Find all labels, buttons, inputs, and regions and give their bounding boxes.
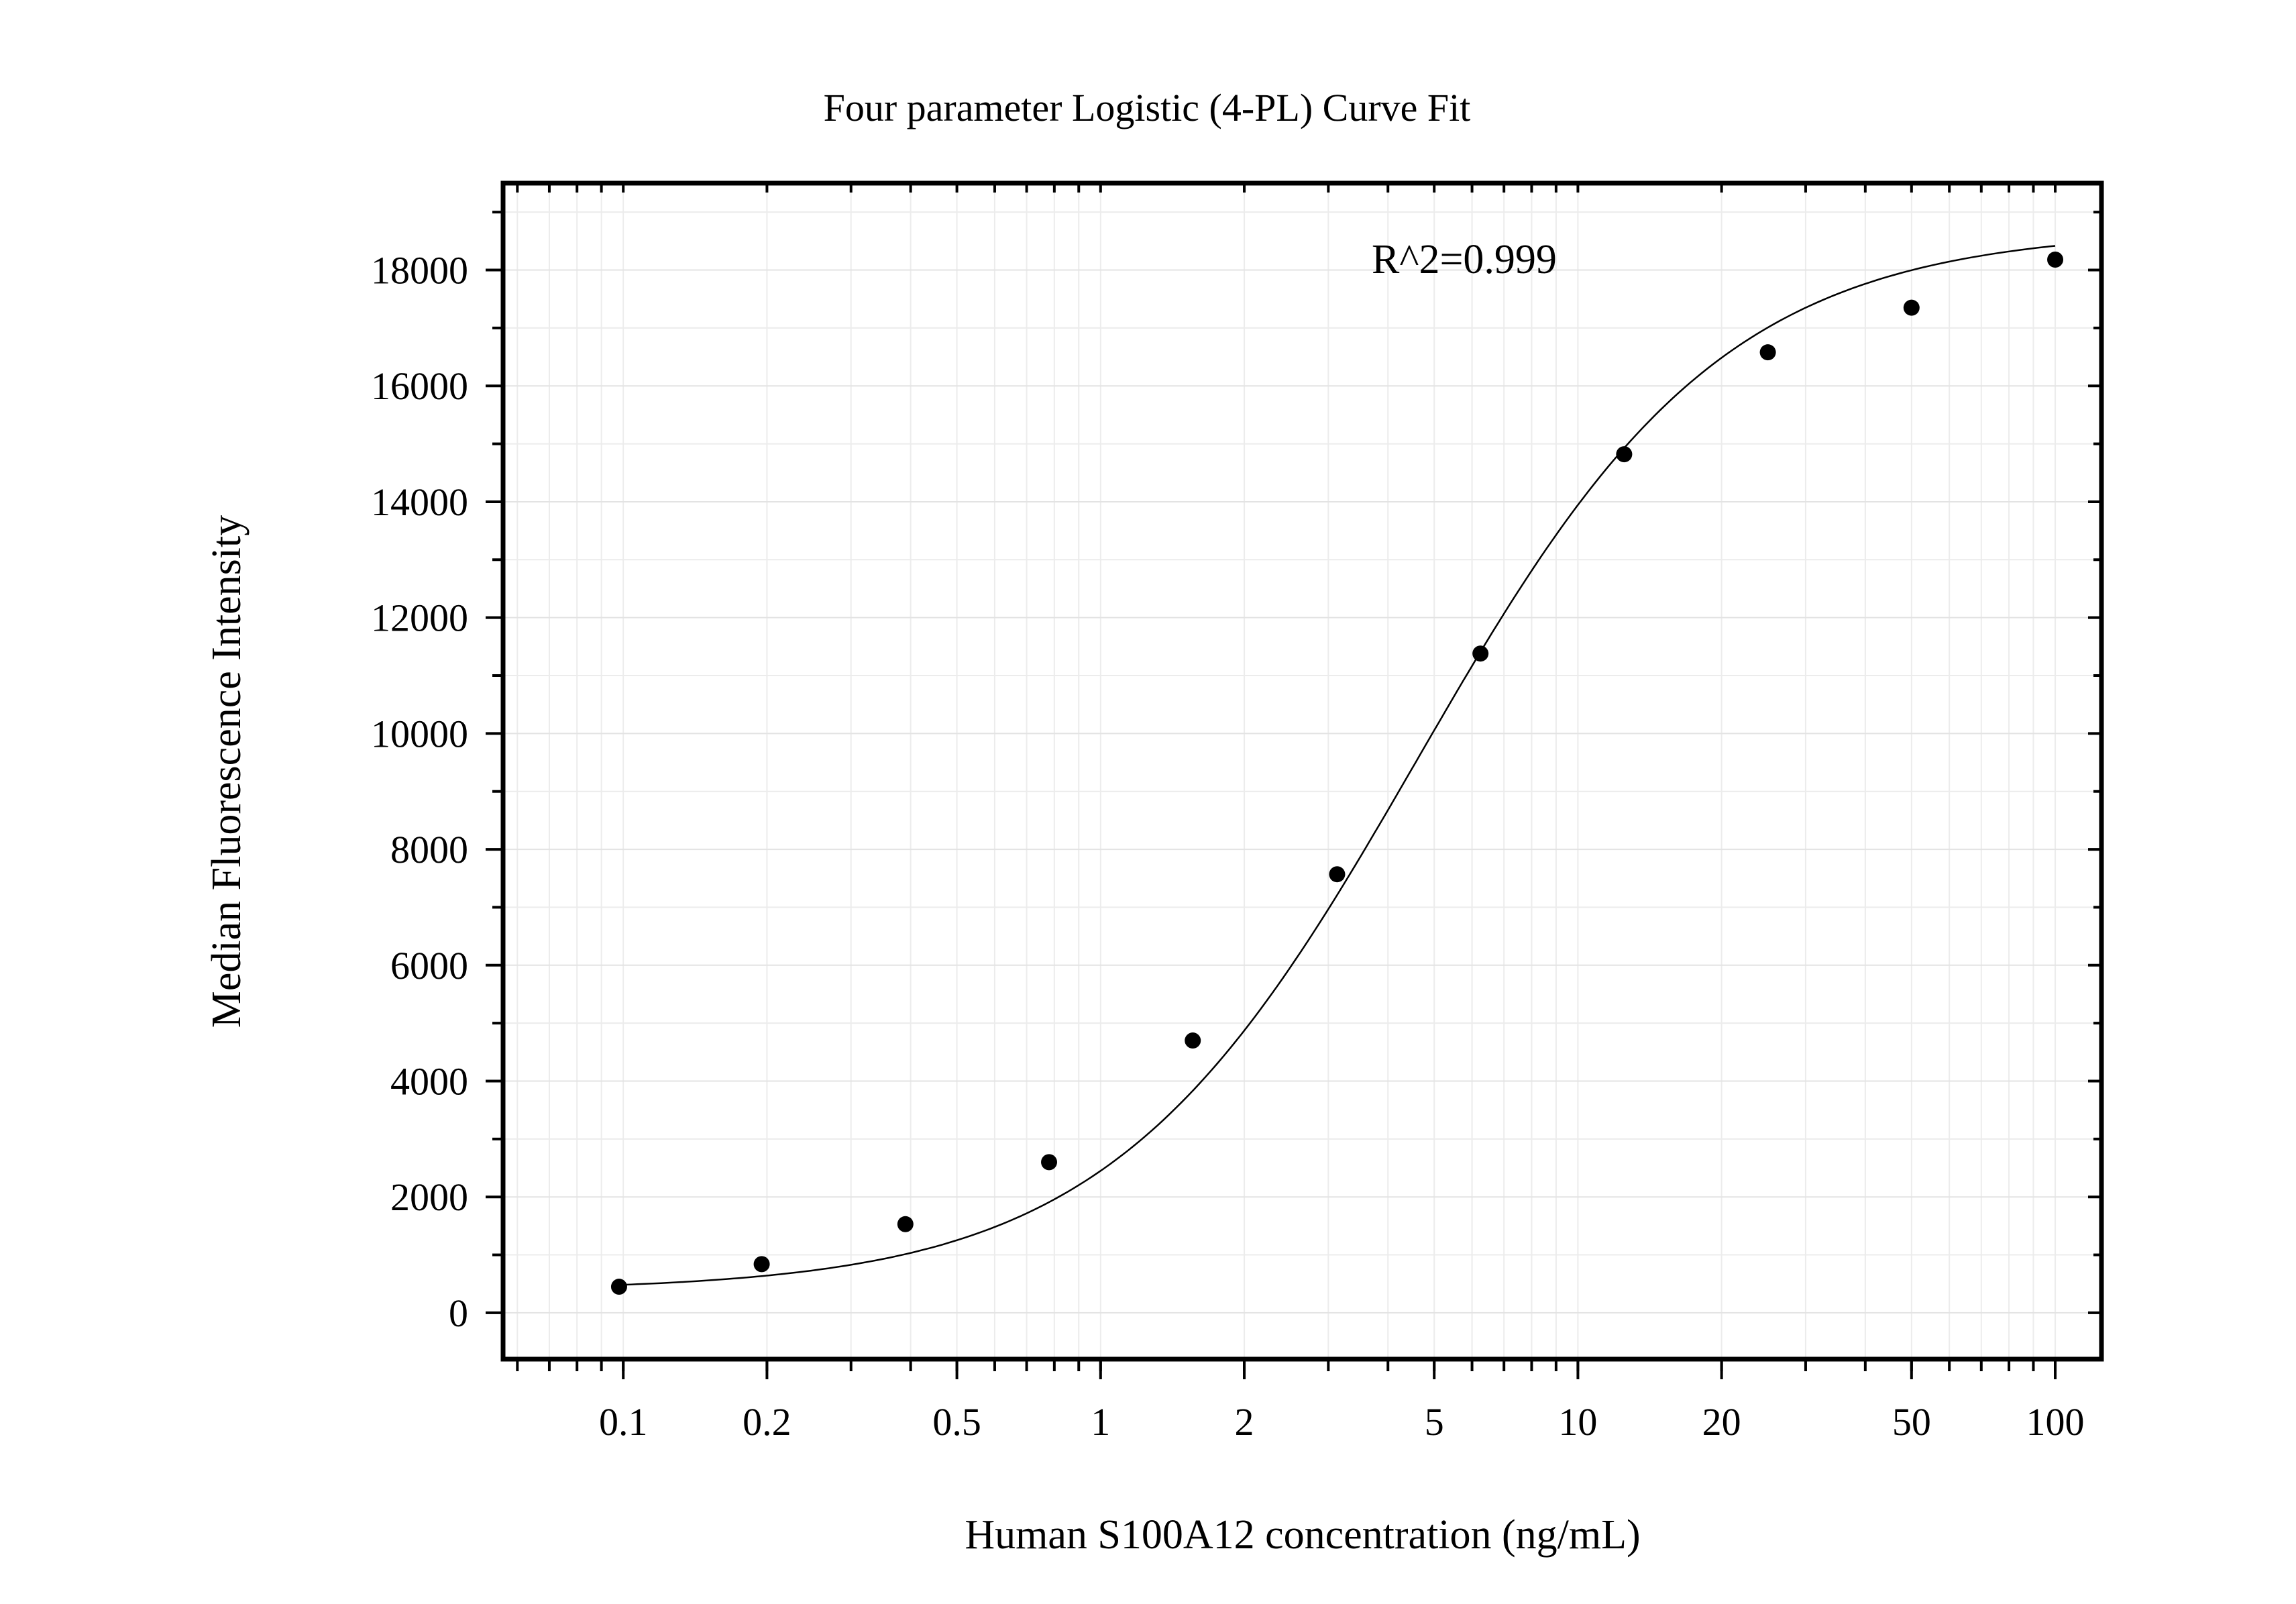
data-point [610, 1279, 627, 1295]
x-tick-label: 2 [1235, 1400, 1254, 1444]
data-point [1185, 1032, 1201, 1049]
y-tick-label: 4000 [390, 1059, 468, 1103]
x-axis-label: Human S100A12 concentration (ng/mL) [965, 1512, 1640, 1558]
y-tick-label: 18000 [371, 249, 468, 292]
x-tick-label: 0.1 [599, 1400, 648, 1444]
y-axis-label: Median Fluorescence Intensity [204, 515, 250, 1028]
x-tick-label: 10 [1558, 1400, 1597, 1444]
y-tick-label: 16000 [371, 364, 468, 408]
data-points [610, 251, 2064, 1295]
x-tick-label: 50 [1892, 1400, 1931, 1444]
axis-ticks [486, 183, 2101, 1379]
data-point [1329, 866, 1346, 883]
y-tick-label: 0 [449, 1291, 468, 1335]
y-tick-label: 14000 [371, 480, 468, 524]
x-tick-label: 100 [2026, 1400, 2085, 1444]
data-point [753, 1256, 770, 1273]
y-tick-label: 12000 [371, 596, 468, 640]
y-tick-label: 6000 [390, 944, 468, 987]
y-tick-label: 2000 [390, 1175, 468, 1219]
x-tick-label: 5 [1425, 1400, 1444, 1444]
data-point [1903, 299, 1920, 316]
fit-curve-group [618, 245, 2056, 1286]
x-tick-label: 0.2 [743, 1400, 791, 1444]
y-tick-label: 8000 [390, 828, 468, 871]
grid [503, 183, 2101, 1359]
r-squared-annotation: R^2=0.999 [1372, 237, 1557, 282]
x-tick-label: 0.5 [932, 1400, 981, 1444]
data-point [2047, 251, 2064, 268]
y-tick-label: 10000 [371, 712, 468, 755]
data-point [1616, 446, 1633, 463]
data-point [1472, 645, 1489, 662]
data-point [897, 1216, 914, 1232]
data-point [1759, 344, 1776, 361]
data-point [1041, 1154, 1058, 1171]
x-tick-label: 20 [1702, 1400, 1741, 1444]
plot-frame [500, 180, 2104, 1362]
fit-curve [618, 245, 2056, 1286]
tick-labels: 0.1 0.2 0.5 1 2 5 10 20 50 100 0 2000 4000 6000 8000 10… [371, 249, 2085, 1444]
x-tick-label: 1 [1091, 1400, 1110, 1444]
chart-title: Four parameter Logistic (4-PL) Curve Fit [824, 86, 1471, 129]
